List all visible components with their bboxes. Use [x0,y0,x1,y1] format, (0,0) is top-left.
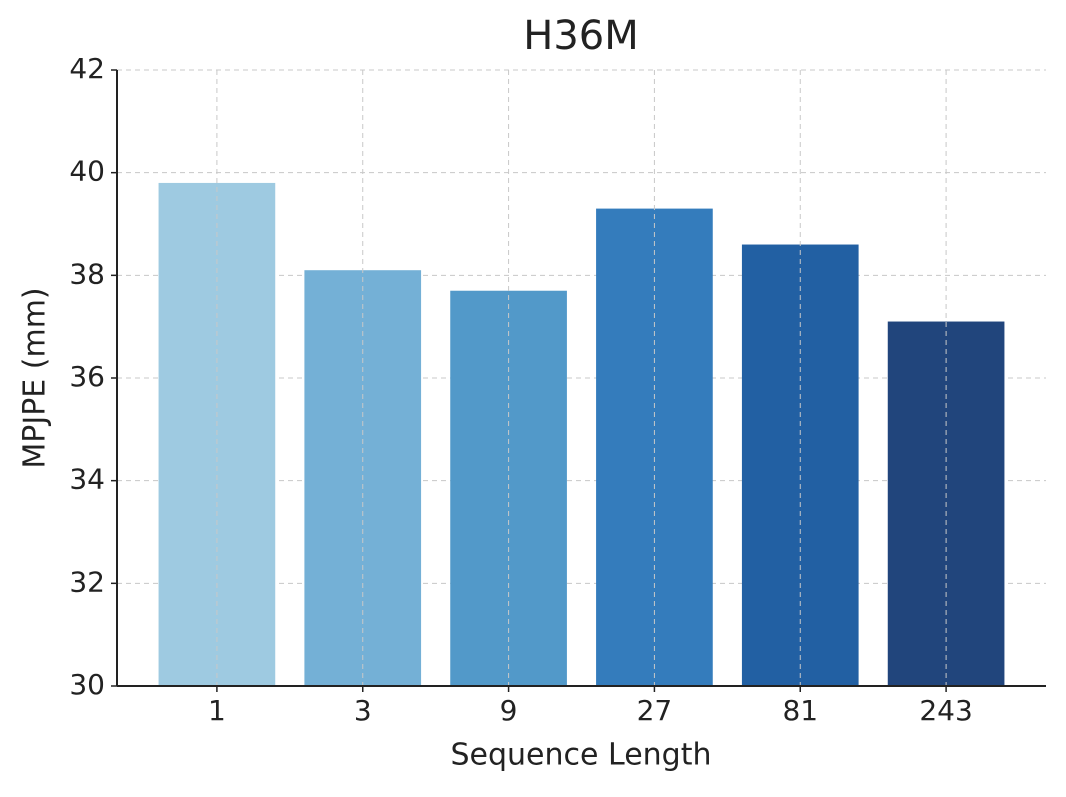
y-tick-label: 36 [69,360,105,393]
y-tick-label: 34 [69,463,105,496]
x-tick-label: 243 [919,694,972,727]
y-tick-label: 42 [69,52,105,85]
x-tick-label: 27 [637,694,673,727]
x-tick-label: 81 [782,694,818,727]
x-axis-label: Sequence Length [451,738,712,773]
y-tick-label: 38 [69,257,105,290]
y-tick-label: 30 [69,668,105,701]
x-tick-label: 9 [500,694,518,727]
y-tick-label: 32 [69,565,105,598]
y-tick-label: 40 [69,155,105,188]
y-axis-label: MPJPE (mm) [18,287,53,468]
x-tick-label: 1 [208,694,226,727]
x-tick-label: 3 [354,694,372,727]
chart-title: H36M [523,13,639,59]
